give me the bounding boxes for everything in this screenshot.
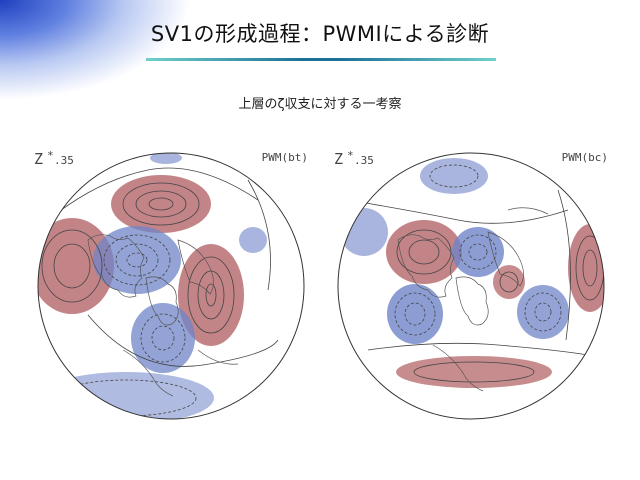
positive-anomaly-top: [111, 175, 211, 233]
contour-lines: [347, 164, 604, 383]
panel-tag: PWM(bc): [562, 151, 608, 164]
map-disk: [338, 153, 604, 419]
variable-star: *: [47, 149, 54, 162]
negative-anomaly-small-right: [239, 227, 267, 253]
positive-anomaly-far-right: [568, 224, 604, 312]
variable-label: Z: [34, 150, 43, 168]
negative-anomaly-small-top: [150, 153, 182, 164]
panel-tag: PWM(bt): [262, 151, 308, 164]
map-border: [37, 152, 305, 420]
positive-anomaly-bottom: [396, 356, 552, 388]
positive-anomaly-left: [38, 218, 114, 314]
slide-subtitle: 上層のζ収支に対する一考察: [238, 97, 402, 112]
contour-lines: [41, 167, 279, 417]
corner-gradient-decoration: [0, 0, 200, 110]
map-border: [337, 152, 605, 420]
coastlines: [397, 207, 549, 392]
title-underline: [146, 58, 496, 61]
polar-map-bc: Z * .35 PWM(bc): [334, 149, 608, 420]
negative-anomaly-center: [452, 227, 504, 277]
coastlines: [87, 234, 239, 397]
polar-map-bt: Z * .35 PWM(bt): [34, 149, 308, 420]
positive-anomaly-right: [178, 244, 244, 346]
positive-anomaly-small: [493, 265, 525, 299]
negative-anomaly-top: [420, 158, 488, 194]
level-label: .35: [354, 154, 374, 167]
variable-label: Z: [334, 150, 343, 168]
slide-title: SV1の形成過程：PWMIによる診断: [150, 22, 490, 46]
variable-star: *: [347, 149, 354, 162]
negative-anomaly-lower: [131, 303, 195, 373]
negative-anomaly-center: [93, 226, 181, 294]
negative-anomaly-upper-left: [340, 208, 388, 256]
level-label: .35: [54, 154, 74, 167]
